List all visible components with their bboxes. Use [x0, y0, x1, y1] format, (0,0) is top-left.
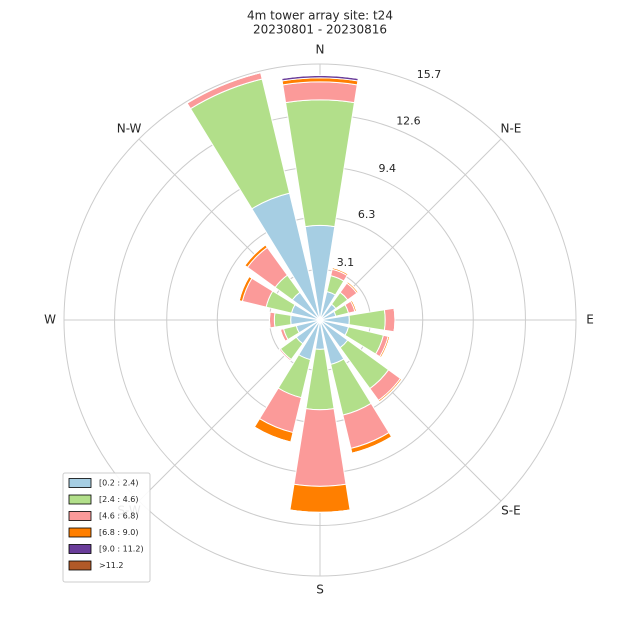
legend-label: [6.8 : 9.0) — [99, 528, 138, 537]
legend-swatch — [68, 544, 92, 554]
bar-segment — [284, 99, 356, 228]
bar-segment — [268, 312, 271, 328]
legend-swatch — [68, 494, 92, 505]
legend-label: >11.2 — [99, 561, 124, 570]
legend-swatch — [68, 527, 92, 538]
bar-segment — [351, 436, 392, 454]
chart-title: 4m tower array site: t24 — [247, 9, 393, 23]
bar-segment — [332, 267, 349, 275]
direction-label: N-E — [500, 122, 521, 136]
r-tick-label: 12.6 — [396, 114, 421, 127]
bar-segment — [289, 509, 351, 513]
bar-segment — [348, 309, 386, 331]
chart-subtitle: 20230801 - 20230816 — [253, 23, 387, 37]
r-tick-label: 3.1 — [337, 256, 355, 269]
bar-segment — [289, 483, 351, 513]
direction-label: S — [316, 583, 324, 597]
legend-label: [0.2 : 2.4) — [99, 479, 138, 488]
legend-swatch — [68, 511, 92, 521]
direction-label: N-W — [117, 122, 142, 136]
bar-segment — [268, 311, 276, 329]
bar-segment — [293, 408, 347, 487]
bar-segment — [383, 307, 396, 333]
bar-segment — [282, 81, 358, 104]
legend-label: [9.0 : 11.2) — [99, 545, 144, 554]
direction-label: N — [316, 43, 325, 57]
legend-label: [4.6 : 6.8) — [99, 512, 138, 521]
bar-segment — [273, 312, 292, 328]
legend-swatch — [68, 478, 92, 488]
direction-label: E — [586, 313, 594, 327]
r-tick-label: 15.7 — [417, 68, 442, 81]
direction-label: W — [44, 313, 56, 327]
direction-label: S-E — [501, 503, 521, 517]
legend-label: [2.4 : 4.6) — [99, 495, 138, 504]
r-tick-label: 9.4 — [378, 162, 396, 175]
bar-segment — [351, 300, 357, 312]
legend-swatch — [68, 560, 92, 571]
r-tick-label: 6.3 — [358, 208, 376, 221]
grid-circle — [63, 63, 577, 577]
